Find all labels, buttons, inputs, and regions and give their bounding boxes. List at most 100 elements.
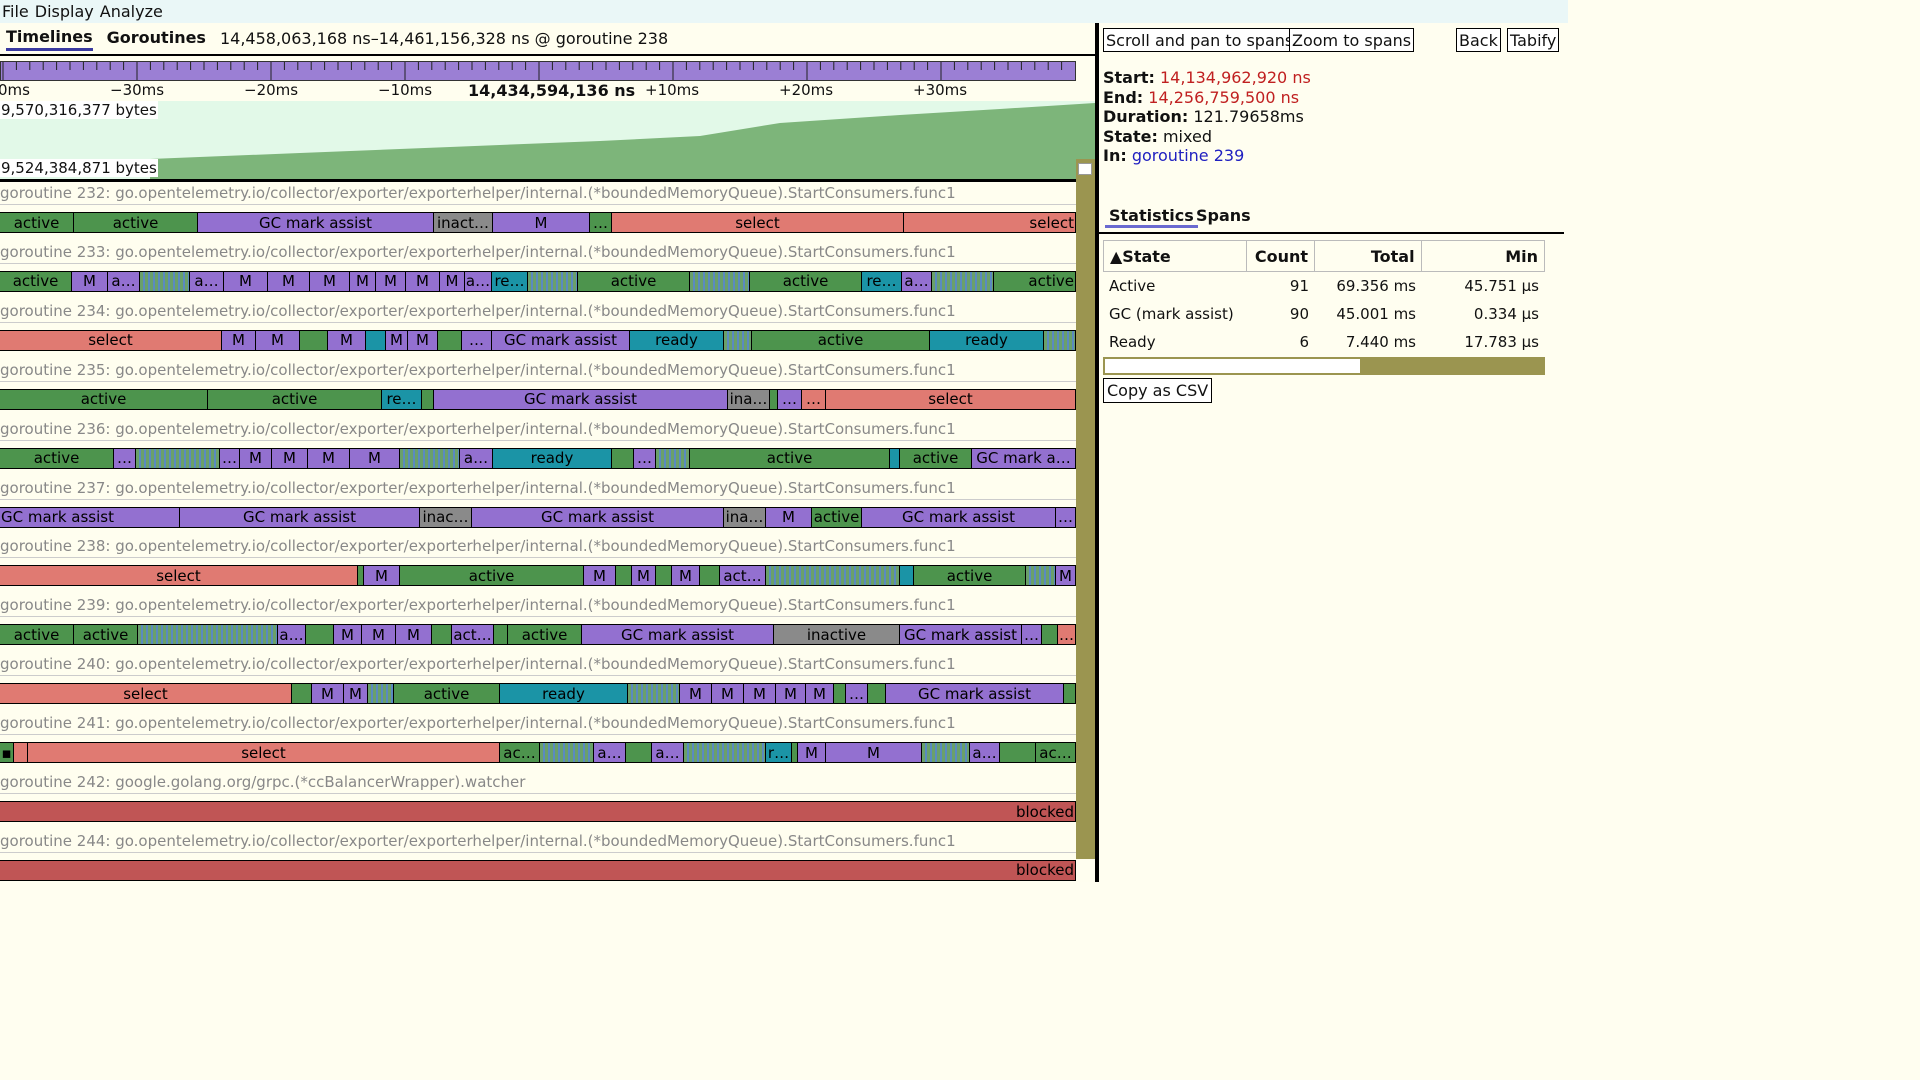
span-stripe[interactable] (400, 448, 460, 468)
span-stripe[interactable] (724, 330, 752, 350)
table-row[interactable]: Active 91 69.356 ms 45.751 µs (1103, 272, 1545, 300)
span-stripe[interactable] (932, 271, 994, 291)
span-active[interactable]: active (578, 271, 690, 291)
span-ready[interactable]: r… (766, 743, 792, 763)
span-gc[interactable]: GC mark a… (972, 448, 1076, 468)
span-active[interactable]: active (508, 625, 582, 645)
span-active[interactable] (616, 566, 632, 586)
span-gc[interactable]: GC mark assist (0, 507, 180, 527)
start-value[interactable]: 14,134,962,920 ns (1160, 68, 1311, 87)
span-active[interactable]: active (914, 566, 1026, 586)
span-ready[interactable]: ready (493, 448, 612, 468)
span-select[interactable]: select (0, 566, 358, 586)
span-active[interactable]: active (900, 448, 972, 468)
tab-timelines[interactable]: Timelines (6, 27, 93, 51)
span-gc[interactable]: … (114, 448, 136, 468)
span-gc[interactable]: GC mark assist (434, 389, 728, 409)
span-ready[interactable]: re… (382, 389, 422, 409)
menu-analyze[interactable]: Analyze (99, 2, 163, 21)
goroutine-name[interactable]: goroutine 233: go.opentelemetry.io/colle… (0, 242, 956, 261)
span-gc[interactable]: M (776, 684, 806, 704)
span-inactive[interactable]: ina… (724, 507, 766, 527)
span-blocked[interactable]: blocked (0, 860, 1076, 880)
span-active[interactable] (770, 389, 778, 409)
span-gc[interactable]: GC mark assist (900, 625, 1022, 645)
goroutine-name[interactable]: goroutine 239: go.opentelemetry.io/colle… (0, 596, 956, 615)
span-gc[interactable]: a… (902, 271, 932, 291)
span-gc[interactable]: a… (190, 271, 224, 291)
back-button[interactable]: Back (1456, 28, 1501, 52)
span-active[interactable]: active (994, 271, 1076, 291)
span-gc[interactable]: M (256, 330, 300, 350)
span-gc[interactable]: … (462, 330, 492, 350)
span-gc[interactable]: a… (652, 743, 684, 763)
span-ready[interactable]: ready (930, 330, 1044, 350)
span-gc[interactable]: M (364, 566, 400, 586)
tab-spans[interactable]: Spans (1196, 206, 1251, 225)
goroutine-name[interactable]: goroutine 236: go.opentelemetry.io/colle… (0, 419, 956, 438)
span-select[interactable]: … (1058, 625, 1076, 645)
span-stripe[interactable] (1026, 566, 1056, 586)
span-ready[interactable]: re… (862, 271, 902, 291)
span-active[interactable]: active (208, 389, 382, 409)
time-ruler[interactable] (0, 61, 1076, 81)
span-gc[interactable]: M (806, 684, 834, 704)
tab-goroutines[interactable]: Goroutines (106, 28, 206, 47)
span-gc[interactable]: GC mark assist (180, 507, 420, 527)
span-active[interactable] (626, 743, 652, 763)
span-ready[interactable] (366, 330, 386, 350)
span-gc[interactable]: GC mark assist (492, 330, 630, 350)
span-active[interactable] (612, 448, 634, 468)
span-active[interactable] (1064, 684, 1076, 704)
span-active[interactable]: ▪ (0, 743, 14, 763)
span-gc[interactable]: M (440, 271, 465, 291)
span-gc[interactable]: a… (465, 271, 492, 291)
span-stripe[interactable] (368, 684, 394, 704)
span-gc[interactable]: M (744, 684, 776, 704)
span-active[interactable]: active (74, 625, 138, 645)
span-gc[interactable]: M (328, 330, 366, 350)
span-gc[interactable]: M (312, 684, 344, 704)
span-stripe[interactable] (628, 684, 680, 704)
span-gc[interactable]: a… (278, 625, 306, 645)
span-stripe[interactable] (684, 743, 766, 763)
memory-graph[interactable]: 9,570,316,377 bytes 9,524,384,871 bytes (0, 101, 1095, 179)
span-gc[interactable]: M (350, 448, 400, 468)
span-active[interactable] (656, 566, 672, 586)
header-min[interactable]: Min (1505, 246, 1538, 266)
span-active[interactable] (438, 330, 462, 350)
span-stripe[interactable] (138, 625, 278, 645)
span-gc[interactable]: GC mark assist (862, 507, 1056, 527)
span-active[interactable] (494, 625, 508, 645)
span-active[interactable]: ac… (1036, 743, 1076, 763)
span-active[interactable]: active (750, 271, 862, 291)
header-count[interactable]: Count (1247, 241, 1316, 271)
span-active[interactable]: active (0, 389, 208, 409)
panel-divider[interactable] (1095, 23, 1099, 882)
span-gc[interactable]: M (268, 271, 310, 291)
span-inactive[interactable]: inac… (420, 507, 472, 527)
span-gc[interactable]: a… (970, 743, 1000, 763)
span-active[interactable]: active (752, 330, 930, 350)
menu-display[interactable]: Display (34, 2, 94, 21)
span-active[interactable] (792, 743, 798, 763)
span-select[interactable]: select (612, 213, 904, 232)
span-gc[interactable]: GC mark assist (472, 507, 724, 527)
span-inactive[interactable]: inactive (774, 625, 900, 645)
span-active[interactable] (358, 566, 364, 586)
span-gc[interactable]: M (386, 330, 408, 350)
table-row[interactable]: GC (mark assist) 90 45.001 ms 0.334 µs (1103, 300, 1545, 328)
goroutine-name[interactable]: goroutine 241: go.opentelemetry.io/colle… (0, 714, 956, 733)
span-inactive[interactable]: inact… (434, 213, 493, 232)
span-gc[interactable]: … (634, 448, 656, 468)
span-gc[interactable]: act… (452, 625, 494, 645)
span-stripe[interactable] (540, 743, 594, 763)
span-ready[interactable]: re… (492, 271, 528, 291)
span-active[interactable]: active (0, 271, 72, 291)
span-gc[interactable]: M (308, 448, 350, 468)
goroutine-link[interactable]: goroutine 239 (1131, 146, 1245, 165)
span-active[interactable]: active (812, 507, 862, 527)
span-gc[interactable]: M (406, 271, 440, 291)
goroutine-name[interactable]: goroutine 235: go.opentelemetry.io/colle… (0, 360, 956, 379)
span-active[interactable]: active (0, 625, 74, 645)
